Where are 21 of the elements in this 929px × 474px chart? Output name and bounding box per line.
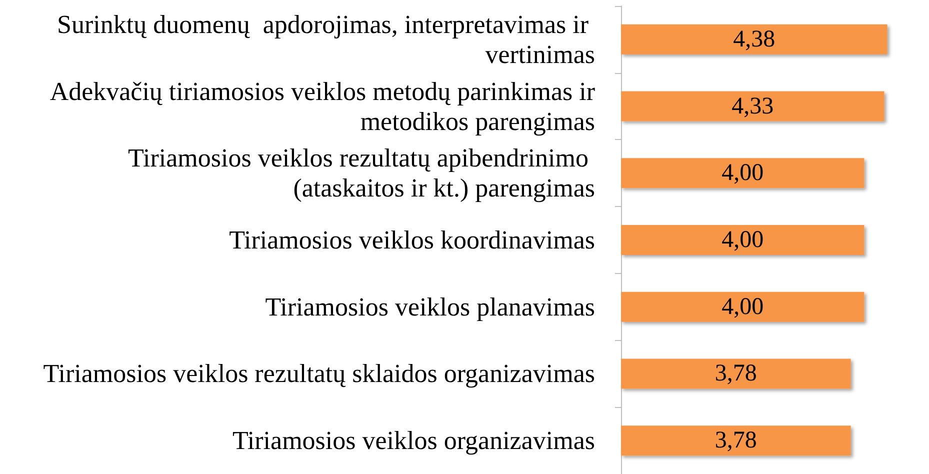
bar (621, 158, 864, 188)
data-label: 3,78 (714, 428, 757, 454)
bar (621, 225, 864, 255)
data-label: 4,38 (733, 26, 776, 52)
bar (621, 24, 888, 54)
data-label: 4,00 (722, 160, 764, 186)
bar (621, 426, 851, 456)
data-label: 4,33 (732, 93, 774, 120)
bar (621, 292, 864, 322)
y-tick-label: Tiriamosios veiklos organizavimas (232, 426, 595, 456)
bar (621, 91, 884, 122)
y-tick-label: Tiriamosios veiklos koordinavimas (229, 226, 595, 254)
y-tick-label: Adekvačių tiriamosios veiklos metodų parinkimas ir metodikos parengimas (50, 76, 596, 136)
y-tick-label: Surinktų duomenų apdorojimas, interpretavimas ir vertinimas (57, 10, 595, 69)
y-tick-label: Tiriamosios veiklos rezultatų sklaidos organizavimas (43, 359, 595, 388)
data-label: 3,78 (714, 360, 757, 387)
y-tick-label: Tiriamosios veiklos planavimas (265, 292, 595, 322)
y-tick-label: Tiriamosios veiklos rezultatų apibendrinimo (ataskaitos ir kt.) parengimas (128, 144, 595, 203)
data-label: 4,00 (722, 294, 764, 320)
bar (621, 358, 851, 389)
data-label: 4,00 (722, 227, 764, 253)
